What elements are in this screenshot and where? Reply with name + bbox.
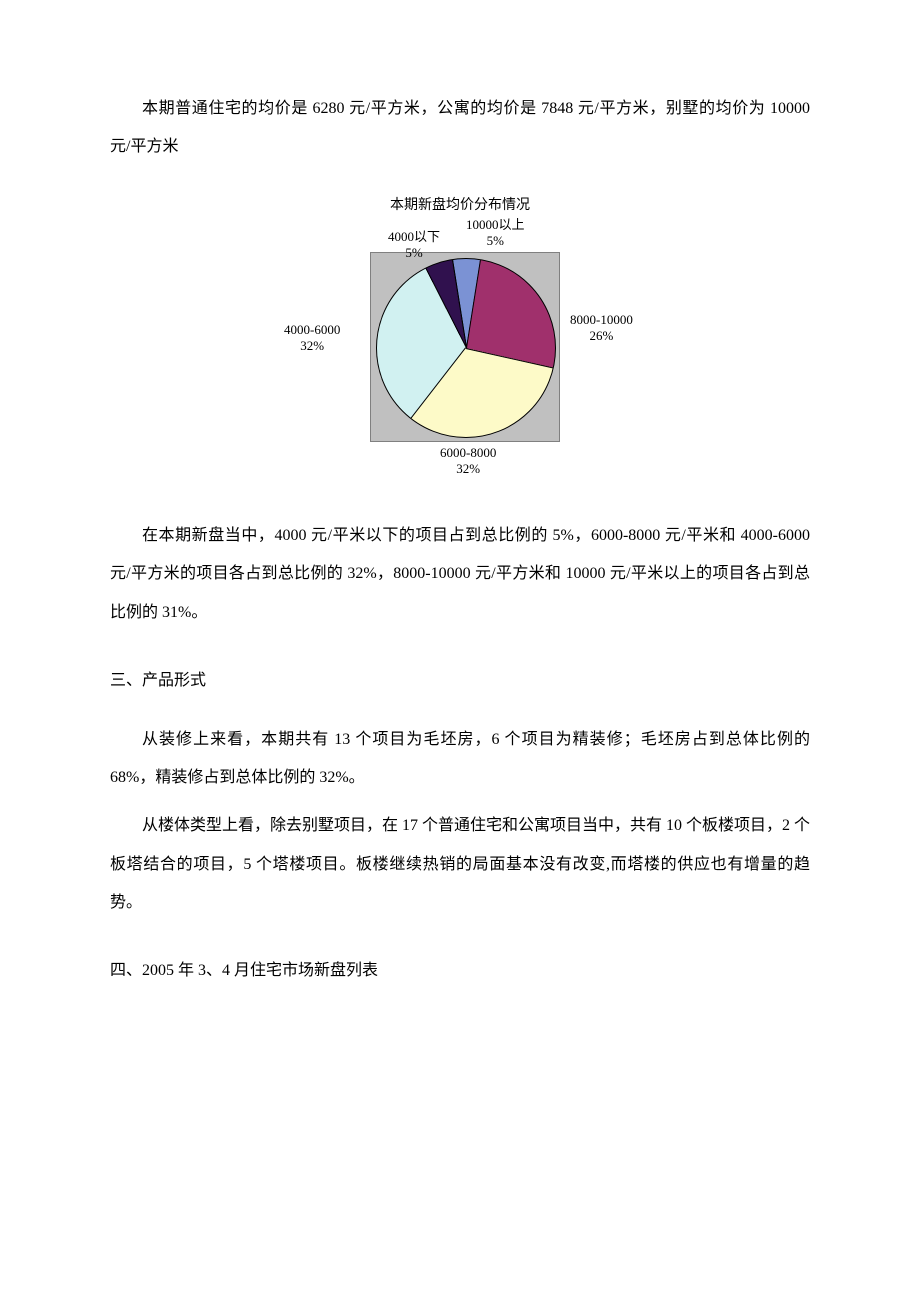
paragraph-building-type: 从楼体类型上看，除去别墅项目，在 17 个普通住宅和公寓项目当中，共有 10 个… — [110, 807, 810, 922]
pie-label: 10000以上5% — [466, 217, 525, 248]
paragraph-price-summary: 本期普通住宅的均价是 6280 元/平方米，公寓的均价是 7848 元/平方米，… — [110, 90, 810, 167]
section-heading-4: 四、2005 年 3、4 月住宅市场新盘列表 — [110, 952, 810, 990]
pie-graphic — [376, 258, 556, 438]
paragraph-distribution-desc: 在本期新盘当中，4000 元/平米以下的项目占到总比例的 5%，6000-800… — [110, 517, 810, 632]
paragraph-decoration: 从装修上来看，本期共有 13 个项目为毛坯房，6 个项目为精装修；毛坯房占到总体… — [110, 721, 810, 798]
section-heading-3: 三、产品形式 — [110, 662, 810, 700]
pie-label: 4000-600032% — [284, 322, 340, 353]
pie-label: 4000以下5% — [388, 229, 440, 260]
chart-title: 本期新盘均价分布情况 — [280, 197, 640, 215]
price-distribution-chart: 本期新盘均价分布情况 10000以上5% 8000-1000026% 6000-80… — [110, 197, 810, 477]
chart-plot-area — [370, 252, 560, 442]
pie-label: 6000-800032% — [440, 445, 496, 476]
pie-label: 8000-1000026% — [570, 312, 633, 343]
